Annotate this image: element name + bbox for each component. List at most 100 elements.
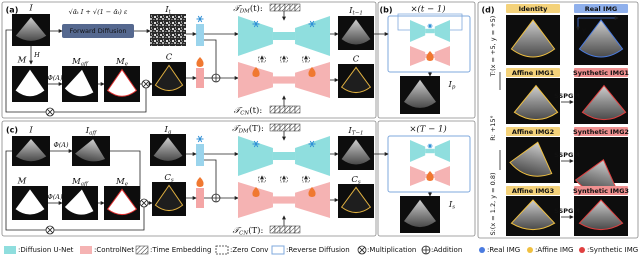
time-token	[279, 3, 286, 12]
frozen-input-block	[196, 144, 204, 166]
time-token	[279, 123, 286, 132]
image-content	[341, 139, 371, 165]
panel-c-frame	[1, 120, 377, 237]
time-token	[279, 225, 286, 234]
image-content	[404, 199, 436, 228]
time-token	[284, 105, 291, 114]
image-header-text: Affine IMG1	[512, 69, 555, 77]
image-header	[506, 186, 560, 195]
label-base: I	[164, 5, 169, 15]
frozen-icon	[309, 140, 315, 148]
label-argument: (t):	[249, 105, 262, 116]
unet-decoder	[434, 166, 450, 186]
image-header-text: Identity	[519, 5, 549, 13]
image-content	[341, 19, 371, 45]
connector	[5, 150, 46, 231]
forward-diffusion-box	[62, 24, 134, 38]
legend-swatch	[4, 246, 16, 254]
image-content	[106, 68, 138, 97]
time-token	[294, 123, 301, 132]
time-token	[294, 105, 301, 114]
loop-arrow	[397, 13, 463, 31]
image-content	[509, 141, 553, 177]
label: √ᾱₜ I + √(1 − ᾱₜ) ε	[69, 8, 128, 16]
label-base: 𝒯	[233, 226, 242, 236]
image-content	[578, 19, 624, 58]
time-token	[274, 105, 281, 114]
unet-encoder	[410, 166, 426, 186]
unet-encoder	[238, 182, 273, 218]
image-header-text: Synthetic IMG2	[573, 128, 629, 136]
trainable-icon	[196, 57, 204, 67]
trainable-icon	[426, 51, 434, 61]
time-token	[284, 225, 291, 234]
label-base: M	[71, 177, 81, 187]
trainable-icon	[196, 177, 204, 187]
legend-text: :Time Embedding	[150, 246, 211, 254]
label: IT−1	[347, 126, 363, 137]
label: M	[17, 56, 27, 66]
image-content	[15, 189, 45, 215]
label: Φ(A)	[47, 74, 63, 82]
frozen-icon	[197, 15, 203, 23]
unet-encoder	[238, 136, 273, 176]
unet-decoder	[295, 16, 330, 56]
trainable-icon	[426, 171, 434, 181]
label: Φ(A)	[53, 141, 69, 149]
legend-text: :Diffusion U-Net	[18, 246, 74, 254]
unet-bottleneck	[272, 32, 296, 40]
image-header-text: Synthetic IMG3	[573, 187, 629, 195]
label: I	[28, 4, 33, 14]
image-header	[574, 186, 628, 195]
time-token	[274, 3, 281, 12]
image-content	[340, 66, 372, 94]
label: M	[17, 177, 27, 187]
add-op-cross	[212, 74, 220, 82]
label: Φ(A)	[47, 193, 63, 201]
label-base: I	[348, 6, 353, 16]
label-base: I	[448, 80, 453, 90]
label: (a)	[6, 6, 19, 15]
panel-a-frame	[1, 1, 377, 119]
label: Forward Diffusion	[70, 27, 127, 35]
unet-decoder	[434, 20, 450, 42]
image-content	[106, 188, 138, 216]
label-subscript: aff	[89, 130, 97, 136]
label: Cs	[164, 173, 174, 184]
label-subscript: DM	[238, 128, 249, 134]
time-token	[274, 225, 281, 234]
legend-text: :Zero Conv	[230, 246, 268, 254]
label-base: C	[164, 173, 171, 183]
image-header	[506, 68, 560, 77]
label: Iaff	[85, 126, 98, 137]
label: X	[621, 15, 626, 23]
connector	[204, 39, 217, 74]
multiply-op-cross	[46, 226, 54, 234]
time-token	[269, 3, 276, 12]
image-content	[154, 64, 184, 92]
label-base: I	[448, 200, 453, 210]
image-content	[578, 199, 624, 231]
image-header-text: Real IMG	[585, 5, 618, 13]
label-subscript: g	[168, 129, 172, 135]
label: Ip	[448, 80, 456, 91]
connector	[204, 159, 217, 194]
time-token	[289, 123, 296, 132]
unet-bottleneck	[272, 196, 296, 204]
frozen-icon	[253, 140, 259, 148]
label-argument: (T):	[248, 225, 263, 236]
unet-encoder	[410, 46, 426, 66]
label-base: 𝒯	[234, 106, 243, 116]
time-token	[284, 3, 291, 12]
label-subscript: s	[171, 177, 174, 183]
time-token	[289, 105, 296, 114]
label-base: M	[115, 177, 125, 187]
transform-label: R: +15°	[489, 115, 497, 141]
add-op-cross	[422, 246, 430, 254]
label-base: I	[164, 125, 169, 135]
trainable-icon	[308, 187, 316, 197]
multiply-op-cross	[140, 199, 148, 207]
image-content	[15, 17, 47, 41]
label: It	[164, 5, 171, 16]
